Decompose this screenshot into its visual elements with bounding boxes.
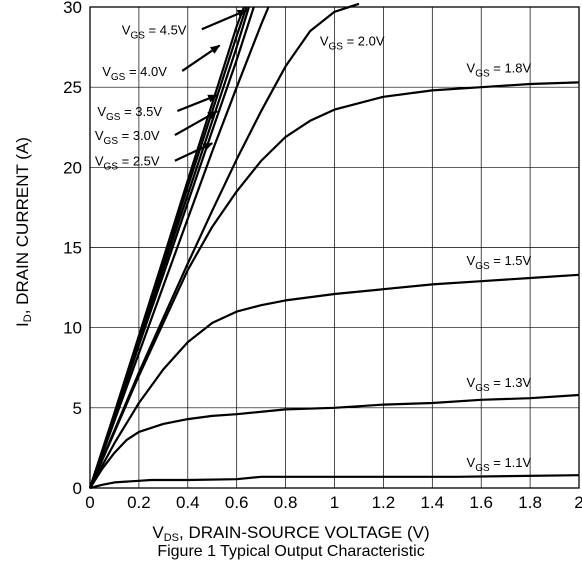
- series-label: VGS = 3.5V: [97, 104, 162, 123]
- grid: [89, 6, 580, 489]
- series-label: VGS = 1.8V: [467, 61, 532, 80]
- series-label: VGS = 4.5V: [122, 22, 187, 41]
- series-line: [89, 393, 580, 489]
- label-arrow: [174, 110, 219, 137]
- x-tick-label: 0: [85, 493, 94, 512]
- curves: [88, 2, 580, 490]
- y-tick-label: 15: [63, 239, 82, 258]
- series-line: [89, 273, 580, 489]
- y-tick-label: 30: [63, 0, 82, 17]
- series-line: [89, 474, 580, 490]
- x-axis-title: VDS, DRAIN-SOURCE VOLTAGE (V): [152, 523, 430, 544]
- x-tick-label: 1.4: [420, 493, 444, 512]
- series-line: [88, 81, 580, 489]
- y-tick-label: 5: [73, 399, 82, 418]
- series-line: [88, 2, 360, 489]
- series-label: VGS = 2.5V: [95, 154, 160, 173]
- series-label: VGS = 1.1V: [467, 455, 532, 474]
- x-tick-label: 0.8: [274, 493, 298, 512]
- series-label: VGS = 2.0V: [320, 33, 385, 52]
- x-tick-label: 2: [574, 493, 582, 512]
- x-tick-label: 1.8: [518, 493, 542, 512]
- x-tick-label: 0.2: [127, 493, 151, 512]
- x-tick-label: 1.6: [469, 493, 493, 512]
- label-arrow: [174, 142, 214, 162]
- series-label: VGS = 1.5V: [467, 253, 532, 272]
- y-axis-title: ID, DRAIN CURRENT (A): [13, 137, 34, 327]
- y-tick-label: 0: [73, 479, 82, 498]
- y-tick-labels: 0 5 10 15 20 25 30: [63, 0, 82, 498]
- label-arrow: [181, 44, 221, 72]
- series-line: [88, 6, 255, 489]
- y-tick-label: 10: [63, 319, 82, 338]
- series-label: VGS = 4.0V: [102, 64, 167, 83]
- output-characteristic-chart: VGS = 4.5V VGS = 4.0V VGS = 3.5V VGS = 3.0V…: [63, 0, 582, 512]
- x-tick-label: 0.4: [176, 493, 200, 512]
- series-label: VGS = 3.0V: [95, 128, 160, 147]
- label-arrow: [201, 9, 248, 31]
- x-tick-label: 0.6: [225, 493, 249, 512]
- series-line: [88, 6, 270, 489]
- x-tick-labels: 0 0.2 0.4 0.6 0.8 1 1.2 1.4 1.6 1.8 2: [85, 493, 582, 512]
- curve-labels: VGS = 4.5V VGS = 4.0V VGS = 3.5V VGS = 3.0V…: [95, 9, 532, 474]
- x-tick-label: 1: [330, 493, 339, 512]
- label-arrow: [176, 94, 219, 113]
- x-tick-label: 1.2: [372, 493, 396, 512]
- y-tick-label: 20: [63, 158, 82, 177]
- figure-caption: Figure 1 Typical Output Characteristic: [157, 543, 425, 560]
- series-label: VGS = 1.3V: [467, 375, 532, 394]
- plot-frame: [89, 6, 580, 489]
- y-tick-label: 25: [63, 78, 82, 97]
